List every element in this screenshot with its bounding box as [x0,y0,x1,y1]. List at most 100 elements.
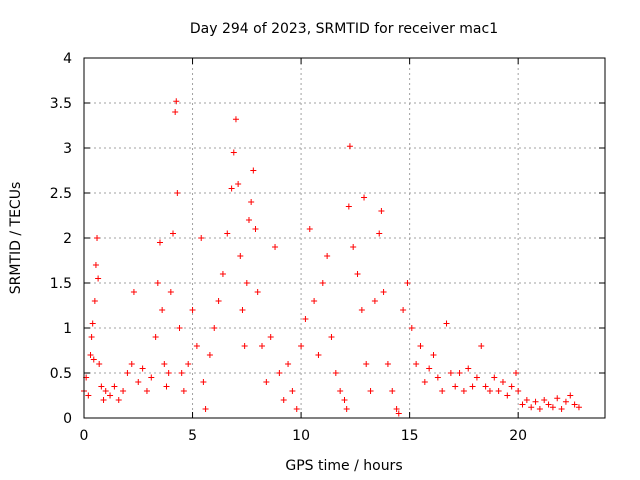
data-point [358,307,365,313]
y-tick-label: 4 [63,51,72,67]
data-point [224,230,231,237]
data-point [367,388,374,394]
data-point [549,404,556,411]
data-point [172,109,179,115]
data-point [280,397,287,403]
data-point [115,397,122,403]
data-point [536,406,543,412]
data-point [371,298,378,304]
data-point [285,361,292,367]
data-point [523,397,530,403]
data-point [243,280,250,286]
data-point [354,271,361,277]
x-tick-label: 5 [188,428,197,444]
data-point [571,401,578,408]
data-point [298,343,305,349]
data-point [413,361,420,367]
data-point [408,325,415,331]
data-point [185,361,192,367]
data-point [91,298,98,304]
data-point [443,320,450,327]
data-point [452,383,459,390]
data-point [400,307,407,313]
data-point [319,280,326,286]
y-tick-label: 2.5 [50,186,72,202]
y-tick-label: 1.5 [50,276,72,292]
data-point [94,235,101,241]
data-point [167,289,174,295]
data-point [495,388,502,394]
data-point [554,395,561,402]
data-point [434,374,441,381]
data-point [230,149,237,156]
chart-title: Day 294 of 2023, SRMTID for receiver mac… [190,21,498,37]
x-tick-label: 0 [80,428,89,444]
y-tick-labels: 0 0.5 1 1.5 2 2.5 3 3.5 4 [50,51,72,427]
y-tick-label: 2 [63,231,72,247]
data-point [417,343,424,349]
data-point [519,401,526,408]
data-point [259,343,266,349]
data-point [545,401,552,408]
data-point [128,361,135,367]
data-point [541,397,548,403]
x-axis-label: GPS time / hours [285,458,402,474]
data-point [96,361,103,367]
y-tick-label: 0.5 [50,366,72,382]
data-point [389,388,396,394]
data-point [245,217,252,223]
data-point [211,325,218,331]
data-point [189,307,196,313]
data-point [219,271,226,277]
data-point [237,253,244,259]
data-point [378,208,385,214]
data-point [102,388,109,394]
data-point [426,365,433,372]
data-point [380,289,387,295]
data-point [293,406,300,412]
data-point [430,352,437,358]
data-point [508,383,515,390]
data-point [228,185,235,192]
data-points [81,98,582,417]
data-point [376,230,383,237]
data-point [173,98,180,105]
data-point [341,397,348,403]
data-point [343,406,350,412]
x-tick-label: 20 [509,428,527,444]
data-point [241,343,248,349]
data-point [100,397,107,403]
data-point [328,334,335,340]
data-point [276,370,283,376]
data-point [174,190,181,196]
data-point [350,244,357,250]
data-point [562,398,569,405]
data-point [176,325,183,331]
data-point [107,392,114,399]
data-point [421,379,428,385]
data-point [156,239,163,246]
data-point [139,365,146,372]
data-point [473,374,480,381]
data-point [469,383,476,390]
data-point [302,316,309,322]
data-point [90,356,97,363]
data-point [337,388,344,394]
data-point [482,383,489,390]
data-point [439,388,446,394]
data-point [447,370,454,376]
data-point [456,370,463,376]
data-point [395,410,402,417]
y-tick-label: 3.5 [50,96,72,112]
data-point [252,226,259,232]
data-point [346,143,353,150]
data-point [111,383,118,390]
data-point [306,226,313,232]
data-point [315,352,322,358]
data-point [465,365,472,372]
data-point [89,320,96,327]
data-point [154,280,161,286]
data-point [532,398,539,405]
